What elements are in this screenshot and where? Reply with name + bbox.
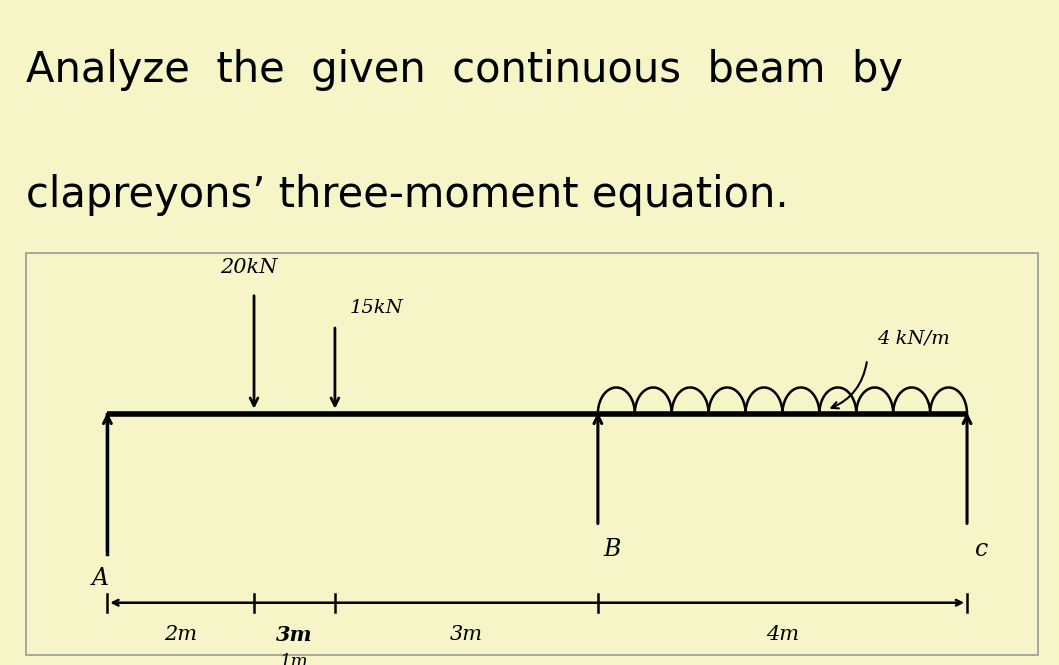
Text: 2m: 2m	[164, 625, 197, 644]
Text: 3m: 3m	[450, 625, 483, 644]
Text: 15kN: 15kN	[351, 299, 403, 317]
Text: 20kN: 20kN	[220, 258, 277, 277]
Text: clapreyons’ three-moment equation.: clapreyons’ three-moment equation.	[26, 174, 789, 215]
Text: B: B	[603, 539, 621, 561]
Text: Analyze  the  given  continuous  beam  by: Analyze the given continuous beam by	[26, 49, 903, 91]
Text: 4 kN/m: 4 kN/m	[877, 329, 950, 347]
Text: 3m: 3m	[276, 625, 312, 645]
Text: A: A	[92, 567, 109, 589]
Text: 1m: 1m	[281, 653, 309, 665]
Text: 4m: 4m	[766, 625, 798, 644]
Text: c: c	[975, 539, 988, 561]
